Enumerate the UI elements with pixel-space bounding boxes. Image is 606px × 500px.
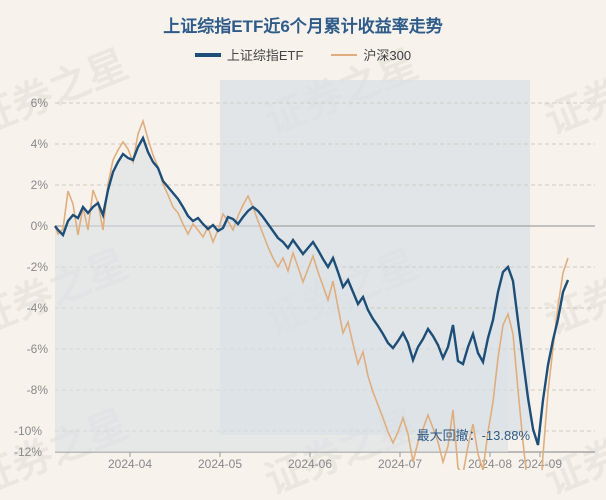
ytick-neg12: -12% xyxy=(14,445,42,459)
chart-title: 上证综指ETF近6个月累计收益率走势 xyxy=(0,0,606,37)
legend-item-hs300[interactable]: 沪深300 xyxy=(331,45,411,64)
ytick-0: 0% xyxy=(31,219,49,233)
ytick-neg2: -2% xyxy=(27,260,49,274)
legend-label-hs300: 沪深300 xyxy=(363,45,411,64)
xtick-1: 2024-05 xyxy=(198,457,242,470)
xtick-2: 2024-06 xyxy=(288,457,332,470)
etf-line-swatch xyxy=(195,53,221,57)
ytick-neg6: -6% xyxy=(27,342,49,356)
ytick-2: 2% xyxy=(31,178,49,192)
ytick-neg10: -10% xyxy=(14,424,42,438)
ytick-6: 6% xyxy=(31,96,49,110)
hs300-line-swatch xyxy=(331,54,357,56)
ytick-neg8: -8% xyxy=(27,383,49,397)
chart-container: 证券之星 证券之星 证券之星 证券之星 证券之星 证券之星 证券之星 证券之星 … xyxy=(0,0,606,500)
ytick-neg4: -4% xyxy=(27,301,49,315)
xtick-0: 2024-04 xyxy=(108,457,152,470)
xtick-3: 2024-07 xyxy=(378,457,422,470)
legend: 上证综指ETF 沪深300 xyxy=(0,45,606,64)
legend-label-etf: 上证综指ETF xyxy=(227,45,304,64)
max-drawdown-annotation: 最大回撤：-13.88% xyxy=(417,428,531,443)
legend-item-etf[interactable]: 上证综指ETF xyxy=(195,45,304,64)
ytick-4: 4% xyxy=(31,137,49,151)
xtick-4: 2024-08 xyxy=(468,457,512,470)
plot-area[interactable]: 6% 4% 2% 0% -2% -4% -6% -8% -10% -12% 20… xyxy=(0,70,606,470)
